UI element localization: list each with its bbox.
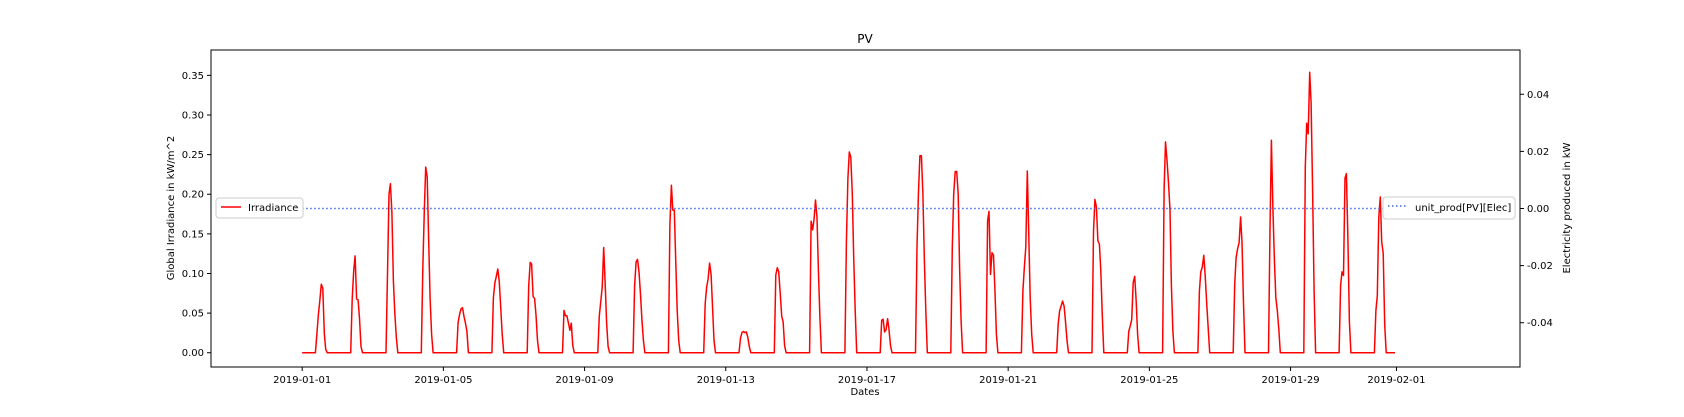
- y-right-tick-label: -0.02: [1527, 261, 1553, 272]
- y-left-tick-label: 0.25: [182, 150, 204, 161]
- x-axis: 2019-01-01 2019-01-05 2019-01-09 2019-01-13…: [273, 367, 1426, 386]
- y-left-tick-label: 0.30: [182, 110, 204, 121]
- x-tick-label: 2019-01-09: [556, 375, 614, 386]
- y-right-tick-label: -0.04: [1527, 318, 1553, 329]
- x-tick-label: 2019-01-01: [273, 375, 331, 386]
- y-left-tick-label: 0.00: [182, 348, 204, 359]
- chart-title: PV: [857, 32, 873, 46]
- legend-irradiance: Irradiance: [215, 197, 304, 219]
- x-tick-label: 2019-01-13: [697, 375, 755, 386]
- y-right-tick-label: 0.00: [1527, 204, 1549, 215]
- x-tick-label: 2019-01-25: [1120, 375, 1178, 386]
- x-tick-label: 2019-01-17: [838, 375, 896, 386]
- y-axis-left-title: Global Irradiance in kW/m^2: [166, 136, 177, 280]
- y-left-tick-label: 0.10: [182, 269, 204, 280]
- x-tick-label: 2019-01-29: [1261, 375, 1319, 386]
- y-left-tick-label: 0.05: [182, 309, 204, 320]
- y-left-tick-label: 0.35: [182, 71, 204, 82]
- legend-unit-prod: unit_prod[PV][Elec]: [1382, 196, 1516, 220]
- y-left-tick-label: 0.15: [182, 229, 204, 240]
- x-tick-label: 2019-02-01: [1367, 375, 1425, 386]
- legend-irradiance-label: Irradiance: [248, 203, 298, 214]
- x-tick-label: 2019-01-21: [979, 375, 1037, 386]
- x-axis-title: Dates: [850, 387, 879, 398]
- x-tick-label: 2019-01-05: [414, 375, 472, 386]
- legend-unit-prod-box: [1382, 196, 1516, 220]
- series-line-irradiance: [302, 71, 1395, 354]
- y-axis-right: -0.04 -0.02 0.00 0.02 0.04: [1520, 90, 1553, 329]
- legend-unit-prod-label: unit_prod[PV][Elec]: [1415, 203, 1511, 214]
- y-left-tick-label: 0.20: [182, 190, 204, 201]
- series-layer: [302, 71, 1397, 354]
- legend-irradiance-box: [215, 197, 304, 219]
- y-right-tick-label: 0.04: [1527, 90, 1549, 101]
- y-right-tick-label: 0.02: [1527, 147, 1549, 158]
- y-axis-right-title: Electricity produced in kW: [1562, 142, 1573, 273]
- y-axis-left: 0.00 0.05 0.10 0.15 0.20 0.25 0.30 0.35: [182, 71, 211, 359]
